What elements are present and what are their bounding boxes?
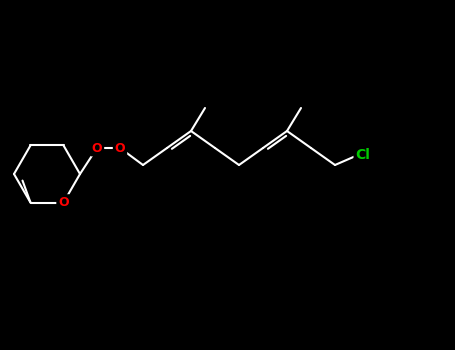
Text: Cl: Cl [355,148,370,162]
Text: O: O [58,196,69,209]
Text: O: O [115,141,125,154]
Text: O: O [92,141,102,154]
